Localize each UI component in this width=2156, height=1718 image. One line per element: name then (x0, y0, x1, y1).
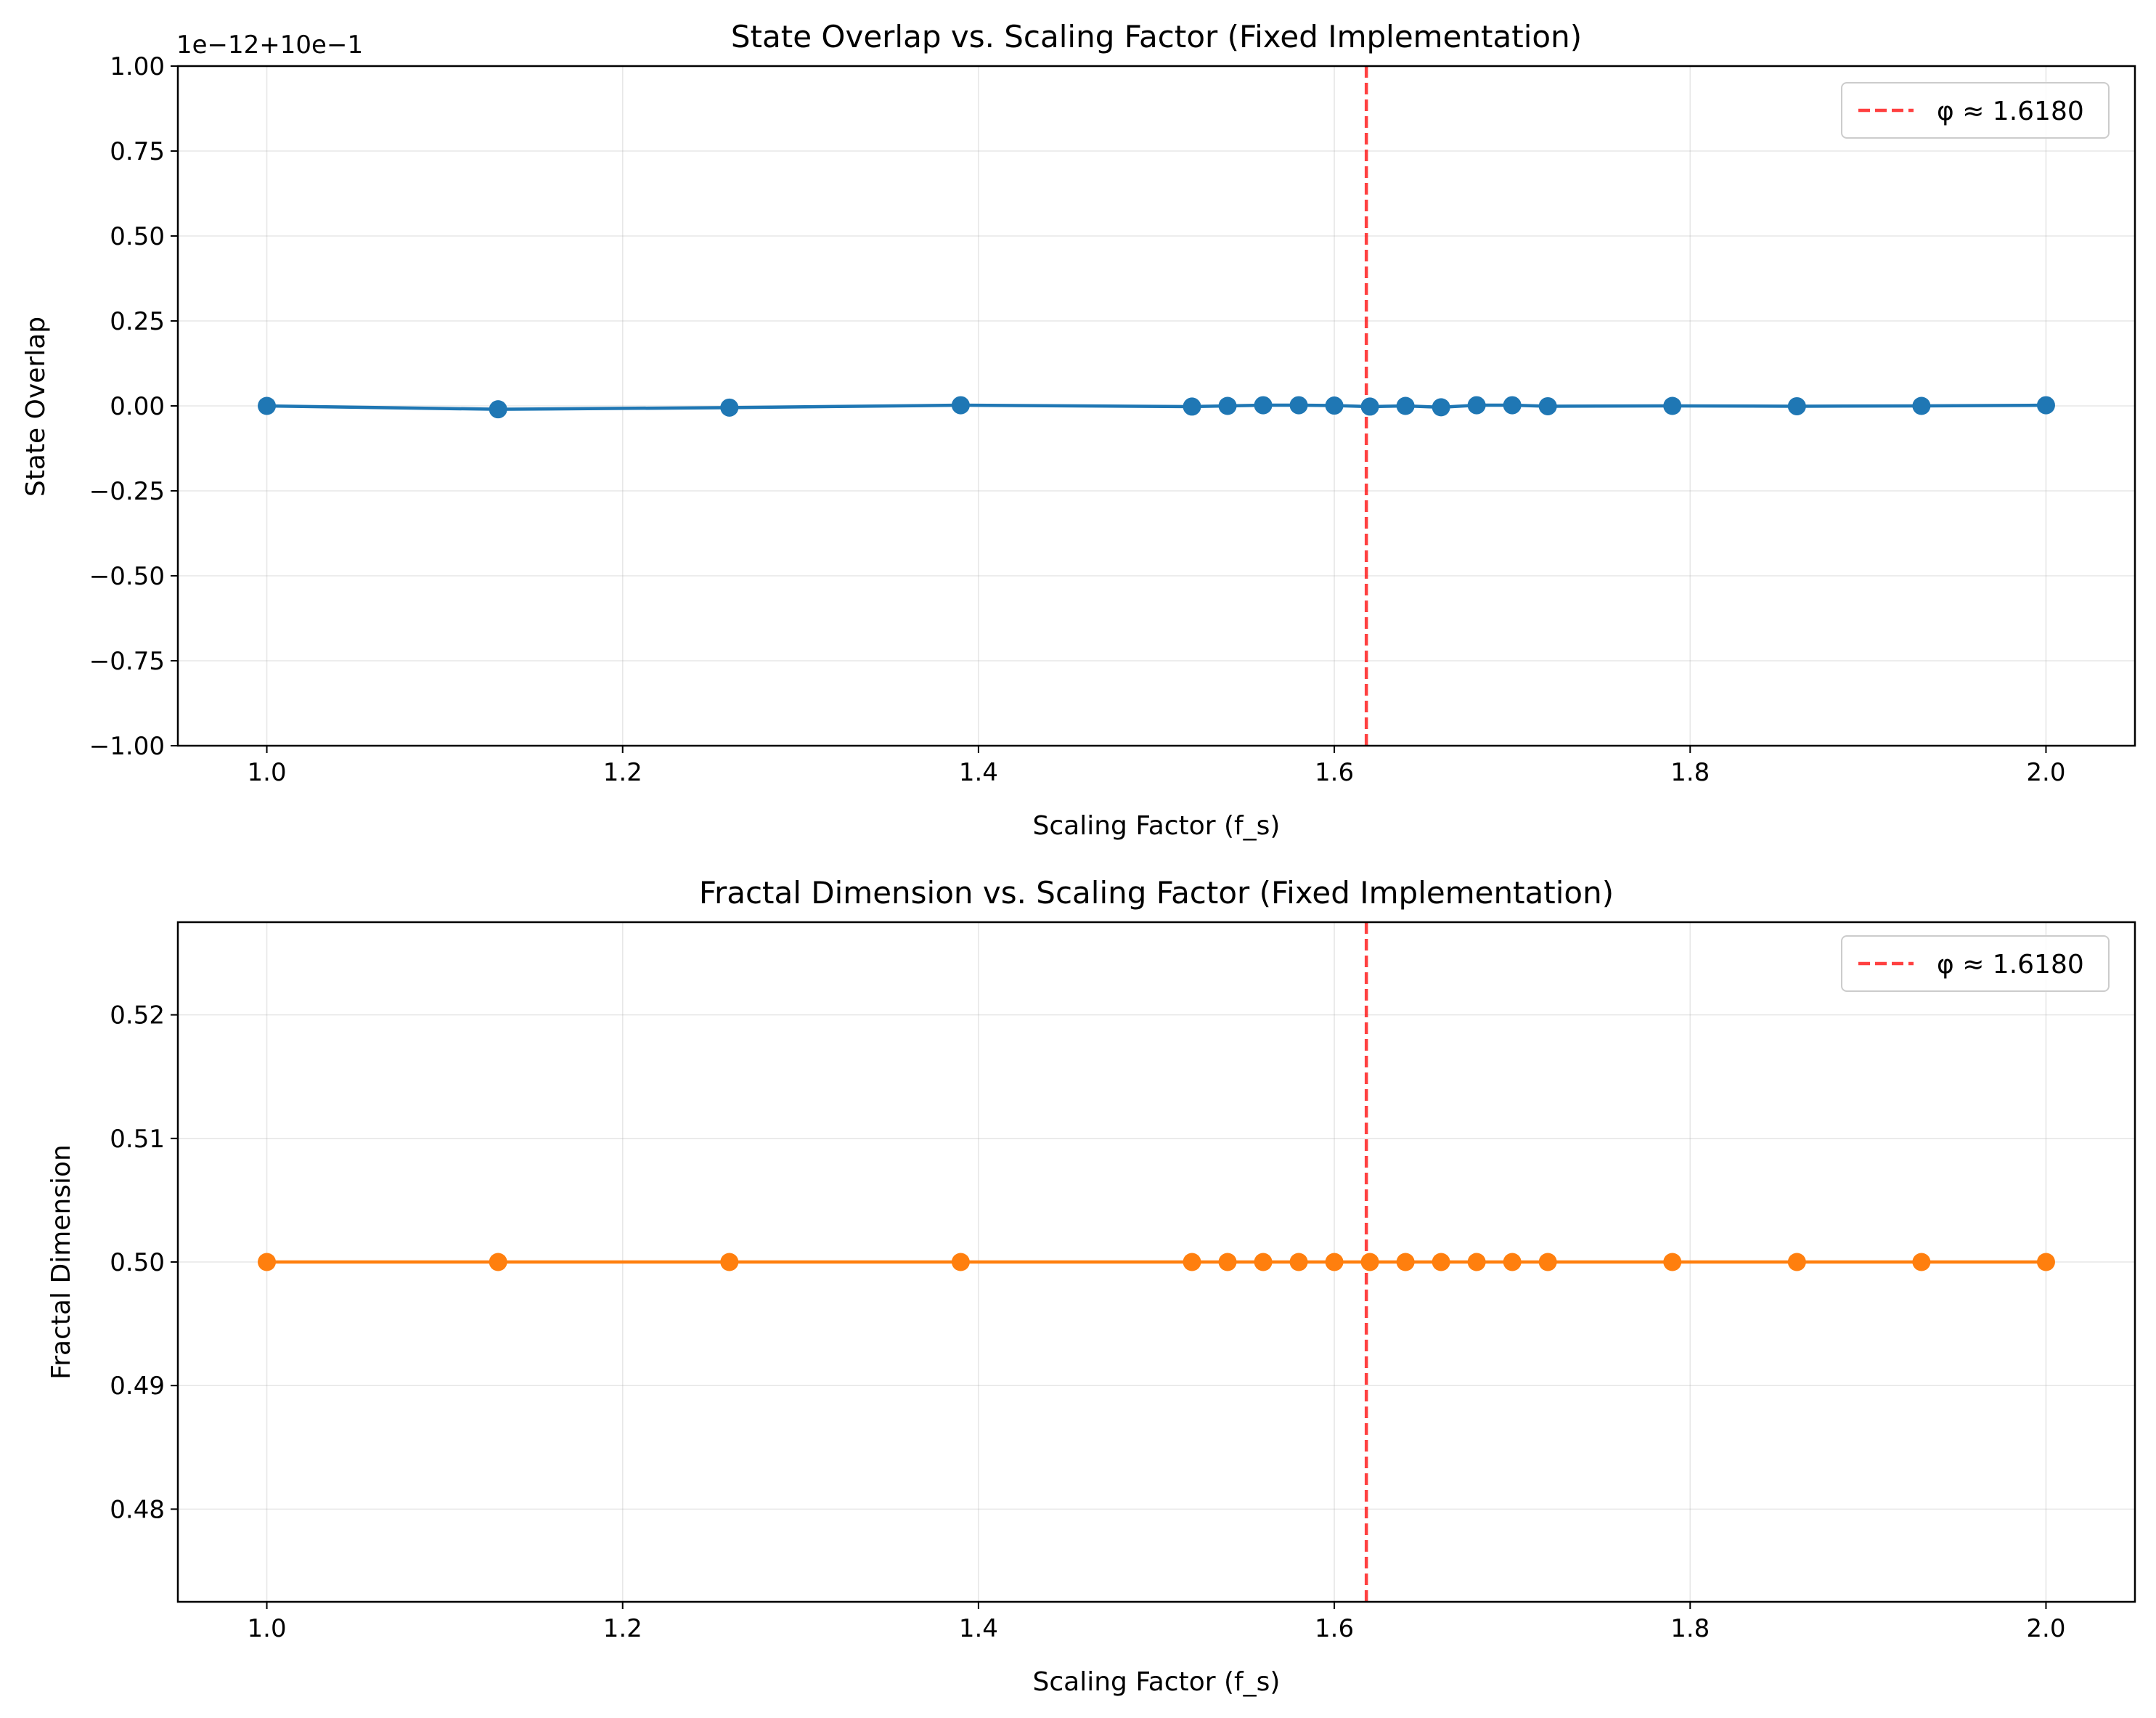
x-tick-label: 1.8 (1670, 758, 1710, 787)
y-tick-label: 0.00 (110, 392, 165, 421)
data-point (1183, 397, 1201, 416)
data-point (1912, 1253, 1931, 1271)
x-axis-label: Scaling Factor (f_s) (1033, 1667, 1281, 1697)
y-tick-label: −0.25 (89, 477, 165, 506)
data-point (1396, 1253, 1415, 1271)
data-point (489, 400, 507, 419)
data-point (1254, 1253, 1273, 1271)
x-axis-ticks: 1.0 1.2 1.4 1.6 1.8 2.0 (248, 746, 2065, 787)
legend-box (1841, 82, 2110, 139)
data-point (1467, 1253, 1486, 1271)
x-tick-label: 1.8 (1670, 1614, 1710, 1643)
data-point (1289, 1253, 1308, 1271)
data-point (1787, 396, 1806, 415)
data-point (2036, 396, 2055, 415)
x-axis-label: Scaling Factor (f_s) (1033, 811, 1281, 841)
data-point (1254, 396, 1273, 415)
data-point (258, 1253, 277, 1271)
x-tick-label: 1.6 (1315, 1614, 1354, 1643)
legend-box (1841, 935, 2110, 992)
y-tick-label: 0.49 (110, 1372, 165, 1401)
x-tick-label: 2.0 (2026, 758, 2065, 787)
data-point (1360, 397, 1379, 416)
y-axis-ticks: 1.00 0.75 0.50 0.25 0.00 −0.25 −0.50 −0.75 −1.00 (89, 52, 178, 761)
y-tick-label: 0.25 (110, 307, 165, 336)
chart-title: State Overlap vs. Scaling Factor (Fixed … (731, 19, 1582, 54)
x-tick-label: 1.0 (248, 758, 287, 787)
data-point (1432, 1253, 1450, 1271)
y-tick-label: 1.00 (110, 52, 165, 81)
data-point (258, 396, 277, 415)
data-point (1325, 1253, 1344, 1271)
data-point (1912, 396, 1931, 415)
x-tick-label: 1.0 (248, 1614, 287, 1643)
data-point (1663, 1253, 1682, 1271)
data-point (1183, 1253, 1201, 1271)
legend: φ ≈ 1.6180 (1841, 82, 2110, 139)
data-point (1360, 1253, 1379, 1271)
data-point (1218, 396, 1237, 415)
data-point (1325, 396, 1344, 415)
chart-fractal-dimension: Fractal Dimension vs. Scaling Factor (Fi… (46, 875, 2136, 1697)
data-point (951, 396, 970, 415)
chart-title: Fractal Dimension vs. Scaling Factor (Fi… (699, 875, 1614, 911)
data-point (489, 1253, 507, 1271)
y-tick-label: 0.50 (110, 222, 165, 251)
data-point (1503, 396, 1522, 415)
data-point (1663, 396, 1682, 415)
data-point (1289, 396, 1308, 415)
series-layer (258, 1253, 2055, 1271)
axis-offset-text: 1e−12+10e−1 (176, 30, 363, 60)
data-point (951, 1253, 970, 1271)
y-tick-label: 0.52 (110, 1001, 165, 1030)
x-tick-label: 1.2 (603, 758, 642, 787)
data-point (720, 1253, 739, 1271)
y-tick-label: 0.50 (110, 1248, 165, 1277)
data-point (1432, 398, 1450, 417)
series-layer (258, 396, 2055, 419)
y-tick-label: 0.48 (110, 1495, 165, 1524)
y-tick-label: −0.50 (89, 562, 165, 591)
data-point (1538, 396, 1557, 415)
x-tick-label: 1.2 (603, 1614, 642, 1643)
data-point (1503, 1253, 1522, 1271)
legend-entry-label: φ ≈ 1.6180 (1937, 97, 2084, 126)
x-tick-label: 2.0 (2026, 1614, 2065, 1643)
data-point (1538, 1253, 1557, 1271)
x-tick-label: 1.4 (959, 758, 998, 787)
x-tick-label: 1.6 (1315, 758, 1354, 787)
data-point (2036, 1253, 2055, 1271)
chart-state-overlap: State Overlap vs. Scaling Factor (Fixed … (21, 19, 2136, 841)
legend-entry-label: φ ≈ 1.6180 (1937, 950, 2084, 980)
y-axis-ticks: 0.52 0.51 0.50 0.49 0.48 (110, 1001, 178, 1524)
y-tick-label: 0.51 (110, 1125, 165, 1154)
data-point (1218, 1253, 1237, 1271)
data-point (1787, 1253, 1806, 1271)
y-tick-label: −1.00 (89, 732, 165, 761)
y-tick-label: −0.75 (89, 647, 165, 676)
data-point (720, 398, 739, 417)
y-axis-label: Fractal Dimension (46, 1144, 76, 1380)
data-point (1396, 396, 1415, 415)
legend: φ ≈ 1.6180 (1841, 935, 2110, 992)
x-axis-ticks: 1.0 1.2 1.4 1.6 1.8 2.0 (248, 1602, 2065, 1643)
data-point (1467, 396, 1486, 415)
y-tick-label: 0.75 (110, 137, 165, 166)
y-axis-label: State Overlap (21, 317, 51, 497)
x-tick-label: 1.4 (959, 1614, 998, 1643)
